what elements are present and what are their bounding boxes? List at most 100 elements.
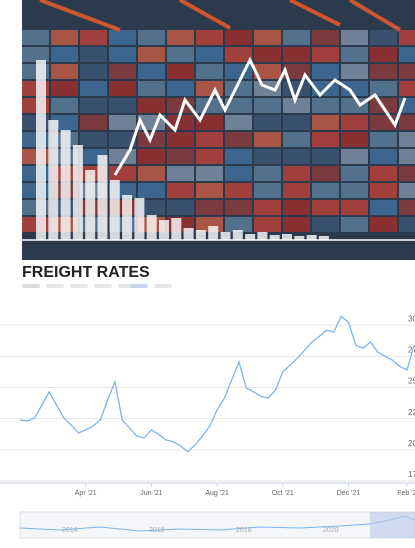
navigator [19,511,415,539]
container [283,200,310,215]
container [341,98,368,113]
container [109,30,136,45]
container [196,64,223,79]
container [312,217,339,232]
tab[interactable] [94,284,112,288]
tabs [22,284,172,288]
photo-bar [72,145,83,240]
container [370,30,397,45]
container [196,47,223,62]
container [312,115,339,130]
container [254,183,281,198]
tab[interactable] [46,284,64,288]
container [225,132,252,147]
container [109,98,136,113]
container [80,30,107,45]
container [254,98,281,113]
container [138,64,165,79]
container [399,132,415,147]
x-tick-label: Apr '21 [75,490,97,497]
container [370,149,397,164]
photo-bar [294,236,305,240]
container [370,132,397,147]
container [196,183,223,198]
tab[interactable] [130,284,148,288]
tab[interactable] [70,284,88,288]
container [399,64,415,79]
container [341,47,368,62]
container [138,47,165,62]
photo-bar [159,220,169,240]
photo-bar [269,235,280,240]
container [167,64,194,79]
container [370,64,397,79]
photo-bar [245,234,256,240]
title: FREIGHT RATES [22,264,150,281]
container [283,149,310,164]
container [312,183,339,198]
container [225,166,252,181]
container [312,47,339,62]
container [254,47,281,62]
x-tick-label: Oct '21 [272,490,294,497]
container [196,30,223,45]
container [341,115,368,130]
container [80,115,107,130]
container [196,200,223,215]
container [138,30,165,45]
container [167,30,194,45]
container [167,200,194,215]
photo-bar [220,232,231,240]
y-tick-label: 2750 [408,345,415,354]
photo-bar [318,236,329,240]
container [225,98,252,113]
container [341,132,368,147]
container [283,132,310,147]
navigator-label: 2014 [62,527,78,534]
photo-bar [134,198,145,240]
container [312,149,339,164]
crane [289,0,341,27]
container [283,217,310,232]
container [283,47,310,62]
container [138,183,165,198]
container [51,64,78,79]
container [283,183,310,198]
container [225,200,252,215]
container [51,30,78,45]
navigator-range[interactable] [370,512,415,538]
tab[interactable] [154,284,172,288]
container [254,30,281,45]
container [167,183,194,198]
container [225,217,252,232]
container [138,149,165,164]
container [399,217,415,232]
photo-bar [36,60,46,240]
container [167,81,194,96]
tab[interactable] [22,284,40,288]
container [167,115,194,130]
container [341,183,368,198]
container [225,149,252,164]
container [370,200,397,215]
container [341,166,368,181]
crane [39,0,121,32]
container [254,217,281,232]
container [196,166,223,181]
container [225,30,252,45]
photo [22,0,415,260]
container [138,166,165,181]
container [254,166,281,181]
photo-bar [60,130,71,240]
container [138,81,165,96]
container [370,183,397,198]
container [51,47,78,62]
container [341,200,368,215]
container [109,47,136,62]
crane [179,0,231,30]
container [254,132,281,147]
container [109,81,136,96]
container [196,115,223,130]
x-tick-label: Dec '21 [337,490,361,497]
